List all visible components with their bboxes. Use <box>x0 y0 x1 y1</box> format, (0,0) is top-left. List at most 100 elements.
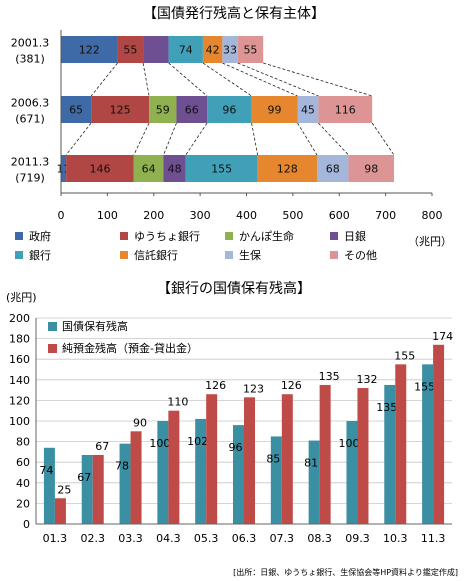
data-label: 67 <box>77 471 91 484</box>
source-note: [出所：日銀、ゆうちょ銀行、生保協会等HP資料より鑑定作成] <box>233 567 458 577</box>
jgb-holdings-bar <box>157 421 169 524</box>
connector-line <box>90 62 118 97</box>
x-tick-label: 05.3 <box>194 532 219 545</box>
data-label: 78 <box>115 460 129 473</box>
connector-line <box>263 62 373 97</box>
x-tick-label: 0 <box>58 209 65 222</box>
data-label: 100 <box>338 437 359 450</box>
connector-line <box>163 122 177 156</box>
legend-swatch <box>15 232 23 240</box>
segment-label: 99 <box>268 104 282 117</box>
legend-swatch <box>330 232 338 240</box>
y-tick-label: 140 <box>9 374 30 387</box>
x-axis: 0 100 200 300 400 500 600 700 800 <box>58 30 443 222</box>
data-label: 90 <box>133 416 147 429</box>
data-label: 96 <box>229 441 243 454</box>
data-label: 25 <box>57 483 71 496</box>
data-label: 174 <box>432 330 453 343</box>
y-tick-label: 100 <box>9 415 30 428</box>
segment-label: 42 <box>206 44 220 57</box>
bar-segment <box>176 96 208 123</box>
category-total: (381) <box>15 53 45 66</box>
legend-swatch <box>330 251 338 259</box>
x-axis: 01.3 02.3 03.3 04.3 05.3 06.3 07.3 08.3 09.3 10.3… <box>36 523 452 545</box>
x-tick-label: 01.3 <box>43 532 68 545</box>
bar-segment <box>117 36 144 63</box>
y-tick-label: 20 <box>16 497 30 510</box>
bar-segment <box>61 36 118 63</box>
data-label: 135 <box>376 401 397 414</box>
category-total: (719) <box>15 172 45 185</box>
category-year: 2011.3 <box>11 156 50 169</box>
category-total: (671) <box>15 113 45 126</box>
x-tick-label: 500 <box>282 209 303 222</box>
jgb-holdings-bar <box>119 443 131 524</box>
bar-segment <box>133 155 164 182</box>
x-tick-label: 07.3 <box>270 532 295 545</box>
net-deposit-bar <box>130 431 142 524</box>
y-tick-label: 60 <box>16 456 30 469</box>
x-tick-label: 100 <box>97 209 118 222</box>
net-deposit-bar <box>168 410 180 524</box>
net-deposit-bar <box>319 384 331 524</box>
legend-label: 信託銀行 <box>134 248 178 262</box>
y-tick-label: 160 <box>9 353 30 366</box>
x-tick-label: 600 <box>329 209 350 222</box>
segment-label: 68 <box>326 163 340 176</box>
connector-line <box>168 62 208 97</box>
segment-label: 155 <box>211 163 232 176</box>
bar-segment <box>149 96 177 123</box>
connector-line <box>65 122 92 156</box>
bar-segment <box>61 96 92 123</box>
data-label: 132 <box>356 373 377 386</box>
jgb-holdings-bar <box>43 447 55 524</box>
legend-swatch <box>120 232 128 240</box>
x-tick-label: 09.3 <box>345 532 370 545</box>
bar-segment <box>163 155 186 182</box>
data-label: 126 <box>281 379 302 392</box>
net-deposit-bar <box>281 394 293 524</box>
segment-label: 48 <box>168 163 182 176</box>
legend-label: その他 <box>344 249 377 262</box>
bar-segment <box>348 155 394 182</box>
jgb-holdings-bar <box>384 384 396 524</box>
legend-label: 銀行 <box>29 248 51 262</box>
bar-segment <box>185 155 258 182</box>
legend-swatch <box>48 322 57 331</box>
legend-label: ゆうちょ銀行 <box>134 229 200 243</box>
net-deposit-bar <box>395 364 407 524</box>
segment-label: 66 <box>185 104 199 117</box>
connector-line <box>237 62 319 97</box>
x-tick-label: 06.3 <box>232 532 257 545</box>
jgb-holdings-bar <box>233 425 244 524</box>
legend-swatch <box>15 251 23 259</box>
category-year: 2001.3 <box>11 37 50 50</box>
y-tick-label: 80 <box>16 436 30 449</box>
category-labels: 2001.3 (381) 2006.3 (671) 2011.3 (719) <box>11 37 50 185</box>
legend-label: かんぽ生命 <box>239 229 294 243</box>
x-tick-label: 200 <box>143 209 164 222</box>
legend-label: 国債保有残高 <box>62 319 128 333</box>
bar-segment <box>318 96 373 123</box>
net-deposit-bar <box>433 344 445 524</box>
legend-swatch <box>120 251 128 259</box>
data-label: 123 <box>243 382 264 395</box>
data-label: 74 <box>39 464 53 477</box>
bar-segment <box>222 36 238 63</box>
bar-segment <box>297 96 319 123</box>
unit-label: （兆円） <box>408 235 452 248</box>
data-label: 81 <box>304 457 318 470</box>
data-label: 85 <box>266 452 280 465</box>
segment-label: 125 <box>110 104 131 117</box>
segment-label: 59 <box>156 104 170 117</box>
data-label: 110 <box>167 396 188 409</box>
legend-label: 生保 <box>239 248 261 262</box>
x-tick-label: 11.3 <box>421 532 446 545</box>
bar-segment <box>251 96 298 123</box>
segment-label: 45 <box>301 104 315 117</box>
connector-line <box>133 122 150 156</box>
y-tick-label: 180 <box>9 333 30 346</box>
y-axis: 0 20 40 60 80 100 120 140 160 180 200 <box>9 312 37 531</box>
